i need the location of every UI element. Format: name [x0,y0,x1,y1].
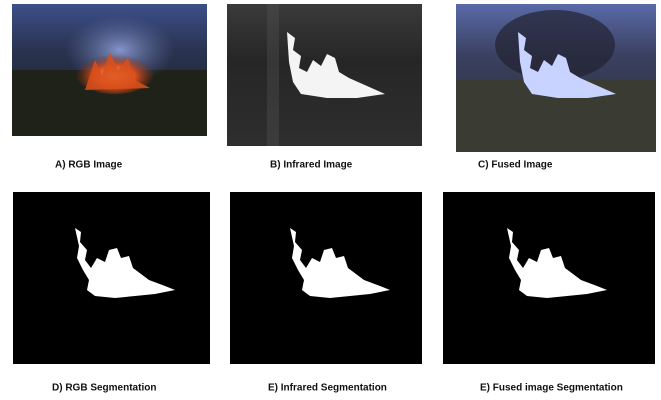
caption: A) RGB Image [55,160,123,171]
caption: C) Fused Image [478,160,553,171]
fused-segmentation [443,192,655,364]
rgb-segmentation [13,192,210,364]
figure: A) RGB Image B) Infrared Image C) Fused … [0,0,661,400]
caption: E) Fused image Segmentation [480,383,623,394]
caption: E) Infrared Segmentation [268,383,387,394]
caption: B) Infrared Image [270,160,353,171]
fused-image [456,4,656,152]
caption: D) RGB Segmentation [52,383,156,394]
infrared-image [227,4,422,146]
infrared-segmentation [230,192,422,364]
rgb-image [12,4,207,136]
